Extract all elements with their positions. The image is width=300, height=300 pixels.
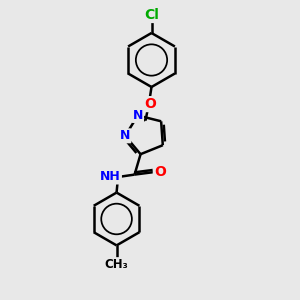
Text: O: O <box>144 97 156 111</box>
Text: N: N <box>120 129 130 142</box>
Text: N: N <box>133 109 143 122</box>
Text: CH₃: CH₃ <box>105 258 128 271</box>
Text: Cl: Cl <box>144 8 159 22</box>
Text: NH: NH <box>100 170 121 184</box>
Text: O: O <box>154 165 166 179</box>
